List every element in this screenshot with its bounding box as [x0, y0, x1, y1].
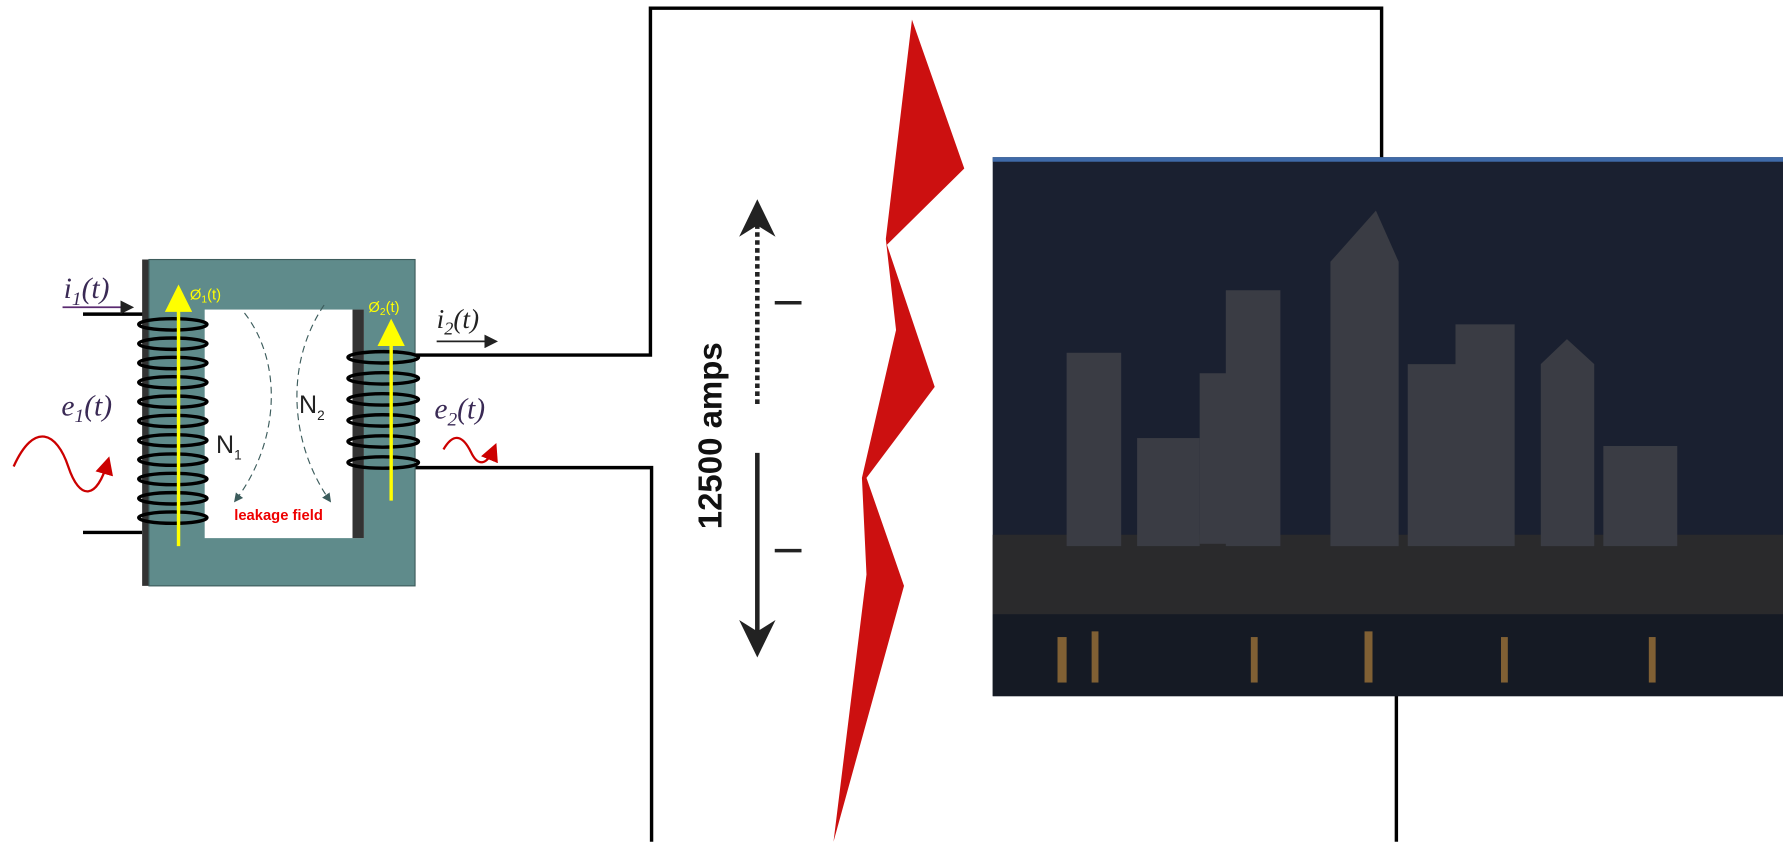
sine-wave — [14, 436, 108, 491]
sine-wave — [443, 438, 494, 462]
secondary-emf-label: e2(t) — [434, 394, 485, 431]
secondary-current-label: i2(t) — [437, 304, 479, 339]
fault-symbol: I — [768, 545, 811, 556]
fault-symbol: I — [768, 297, 811, 308]
leakage-label: leakage field — [234, 508, 323, 524]
arrowhead — [739, 199, 775, 237]
page: {"transformer": { "primary_current": {"b… — [0, 0, 1783, 842]
primary-current-label: i1(t) — [64, 273, 110, 310]
primary-emf-label: e1(t) — [61, 390, 112, 427]
city-image — [993, 157, 1783, 696]
fault-current-label: 12500 amps — [692, 342, 729, 529]
diagram: i1(t) i2(t) e1(t) e2(t) Ø1(t) Ø2(t) N1 N… — [0, 0, 1783, 842]
lightning-bolt — [834, 20, 965, 842]
